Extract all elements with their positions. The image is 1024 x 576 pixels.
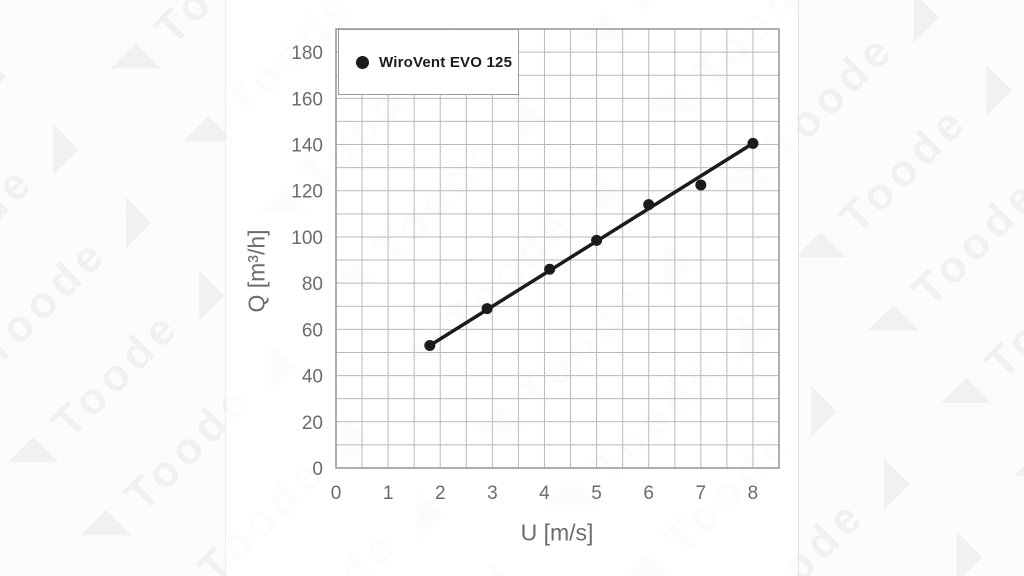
y-tick-label: 100 [291, 228, 323, 249]
watermark-tile: ◥ Toode ◢ [1007, 273, 1024, 503]
x-tick-label: 5 [591, 483, 602, 504]
watermark-tile: ◥ Toode ◢ [0, 41, 13, 270]
y-axis-title: Q [m³/h] [243, 229, 270, 313]
x-axis-title: U [m/s] [520, 519, 594, 546]
watermark-tile: ◥ Toode ◢ [862, 128, 1024, 357]
data-point [591, 234, 603, 246]
legend: WiroVent EVO 125 [338, 29, 519, 95]
data-point [643, 199, 655, 211]
data-point [424, 340, 436, 352]
x-tick-label: 2 [435, 483, 446, 504]
x-tick-label: 0 [331, 483, 342, 504]
plot-frame [335, 28, 780, 469]
watermark-tile: ◥ Toode ◢ [935, 201, 1024, 430]
legend-series-label: WiroVent EVO 125 [379, 53, 513, 71]
data-point [695, 179, 707, 191]
y-tick-label: 60 [302, 320, 323, 341]
y-tick-label: 40 [302, 367, 323, 388]
data-point [481, 303, 493, 315]
y-tick-label: 120 [291, 182, 323, 203]
chart-card: 0 1 2 3 4 5 6 7 8 0 20 40 60 80 100 120 140 160 180 WiroVe… [225, 0, 799, 576]
watermark-tile: ◥ Toode ◢ [789, 54, 1019, 284]
x-tick-label: 3 [487, 483, 498, 504]
watermark-tile: ◥ Toode ◢ [1, 259, 231, 489]
data-point [544, 263, 556, 275]
y-tick-label: 80 [302, 274, 323, 295]
x-tick-label: 4 [539, 483, 550, 504]
x-tick-label: 8 [748, 483, 759, 504]
watermark-tile: ◥ Toode ◢ [0, 114, 86, 343]
data-point [747, 137, 759, 149]
y-tick-label: 140 [291, 136, 323, 157]
watermark-tile: ◥ Toode ◢ [0, 186, 159, 416]
y-tick-label: 20 [302, 413, 323, 434]
y-tick-label: 180 [291, 43, 323, 64]
y-tick-label: 0 [312, 459, 323, 480]
legend-dot-icon [356, 55, 369, 69]
trend-line [428, 141, 755, 348]
x-tick-label: 7 [696, 483, 707, 504]
x-tick-label: 1 [383, 483, 394, 504]
y-tick-label: 160 [291, 89, 323, 110]
x-tick-label: 6 [643, 483, 654, 504]
